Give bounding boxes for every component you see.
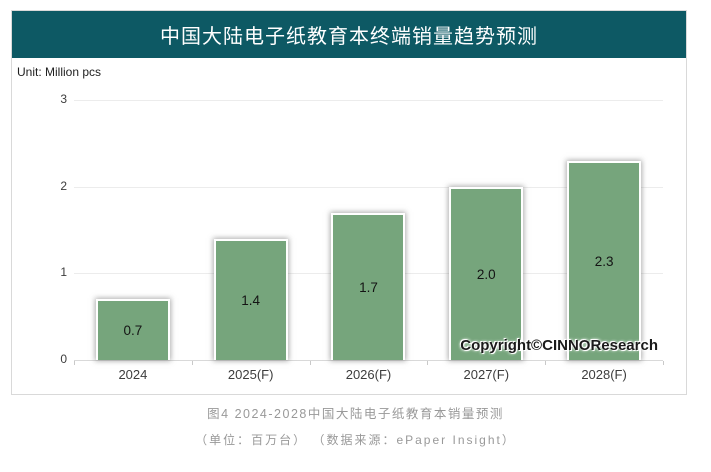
bar-slot-2025(F): 1.4 <box>192 100 310 360</box>
figure-caption: 图4 2024-2028中国大陆电子纸教育本销量预测 <box>207 407 504 421</box>
y-tick-label-1: 1 <box>60 265 67 280</box>
bar-2025(F): 1.4 <box>213 238 288 360</box>
x-axis-label-2024: 2024 <box>118 367 148 382</box>
x-axis-label-2025(F): 2025(F) <box>227 367 274 382</box>
y-tick-label-0: 0 <box>60 352 67 366</box>
bar-value-label: 2.0 <box>476 266 496 282</box>
bar-2027(F): 2.0 <box>449 186 524 360</box>
x-axis-tickmark <box>663 361 664 365</box>
gridline-y-2 <box>74 186 663 188</box>
x-axis-tickmark <box>191 361 193 365</box>
chart-container: 中国大陆电子纸教育本终端销量趋势预测 Unit: Million pcs 0 1 2… <box>11 10 687 395</box>
bar-value-label: 1.4 <box>241 292 261 308</box>
x-axis-tickmark <box>545 361 547 365</box>
chart-title-banner: 中国大陆电子纸教育本终端销量趋势预测 <box>12 11 686 58</box>
copyright-watermark: Copyright©CINNOResearch <box>460 337 658 354</box>
x-axis-label-2028(F): 2028(F) <box>581 367 627 382</box>
gridline-y-3 <box>74 100 663 101</box>
y-tick-label-2: 2 <box>60 178 67 193</box>
x-axis-tickmark <box>427 361 429 365</box>
bar-2028(F): 2.3 <box>567 160 642 360</box>
bar-slot-2026(F): 1.7 <box>310 100 428 360</box>
bar-slot-2024: 0.7 <box>74 100 192 360</box>
x-axis-label-2026(F): 2026(F) <box>345 367 392 382</box>
x-axis-tickmark <box>74 361 75 365</box>
bar-value-label: 2.3 <box>594 253 614 269</box>
bar-series: 0.7 1.4 1.7 2.0 2.3 <box>74 100 663 360</box>
figure-source-caption: （单位：百万台） （数据来源：ePaper Insight） <box>195 433 516 447</box>
bar-2024: 0.7 <box>95 299 170 360</box>
bar-value-label: 0.7 <box>123 323 143 339</box>
bar-2026(F): 1.7 <box>331 212 406 360</box>
chart-title: 中国大陆电子纸教育本终端销量趋势预测 <box>160 26 538 48</box>
x-axis-line <box>74 360 663 361</box>
x-axis-tickmark <box>309 361 311 365</box>
x-axis-label-2027(F): 2027(F) <box>463 367 510 382</box>
x-axis-labels: 2024 2025(F) 2026(F) 2027(F) 2028(F) <box>74 367 663 382</box>
unit-label: Unit: Million pcs <box>17 65 102 79</box>
y-tick-label-3: 3 <box>60 92 67 106</box>
bar-value-label: 1.7 <box>359 279 378 295</box>
bar-slot-2027(F): 2.0 <box>427 100 545 360</box>
bar-slot-2028(F): 2.3 <box>545 100 663 360</box>
